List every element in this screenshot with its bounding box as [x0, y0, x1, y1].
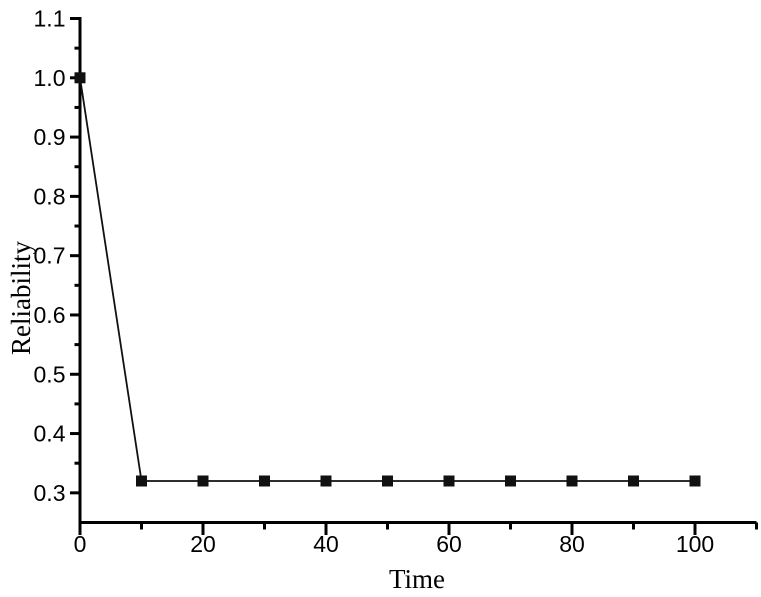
data-point-marker: [566, 475, 578, 487]
y-tick-label: 0.6: [34, 302, 66, 328]
data-point-marker: [689, 475, 701, 487]
y-tick-label: 0.3: [34, 480, 66, 506]
x-tick-label: 80: [559, 531, 585, 557]
y-axis-title: Reliability: [6, 241, 36, 355]
y-tick-label: 0.4: [34, 421, 66, 447]
y-tick-label: 0.8: [34, 183, 66, 209]
data-point-marker: [320, 475, 332, 487]
plot-area: 0.3 0.4 0.5 0.6 0.7 0.8 0.9 1.0 1.1 0 20 40 60 80 100: [34, 6, 758, 557]
series-line: [79, 77, 695, 482]
x-tick-label: 20: [190, 531, 216, 557]
y-tick-label: 1.0: [34, 65, 66, 91]
data-point-marker: [382, 475, 393, 487]
data-point-marker: [443, 475, 455, 487]
y-tick-label: 0.5: [34, 361, 66, 387]
data-point-marker: [628, 475, 639, 487]
data-point-marker: [74, 72, 86, 84]
data-point-marker: [136, 475, 147, 487]
x-tick-label: 40: [313, 531, 339, 557]
y-tick-label: 0.9: [34, 124, 66, 150]
y-tick-label: 0.7: [34, 243, 66, 269]
y-tick-label: 1.1: [34, 6, 66, 32]
x-tick-label: 60: [436, 531, 462, 557]
x-tick-label: 0: [74, 531, 87, 557]
x-axis-title: Time: [389, 564, 445, 594]
x-tick-label: 100: [676, 531, 714, 557]
data-point-marker: [259, 475, 270, 487]
data-point-marker: [505, 475, 516, 487]
data-point-marker: [197, 475, 209, 487]
